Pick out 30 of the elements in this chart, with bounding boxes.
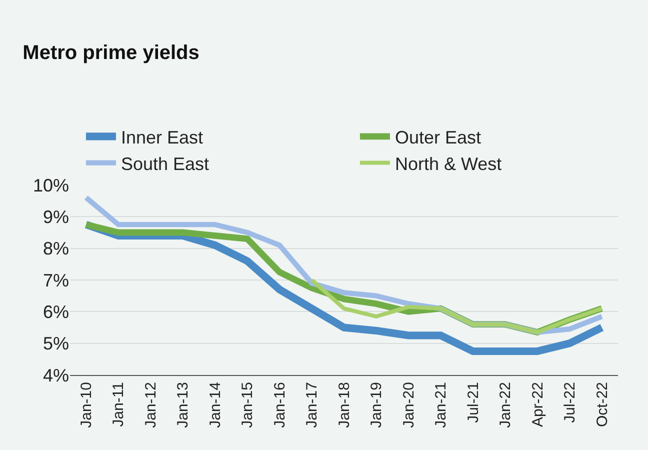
x-tick-label: Apr-22 <box>529 382 546 428</box>
y-tick-label: 9% <box>42 206 69 227</box>
x-tick-label: Jan-17 <box>304 382 321 428</box>
x-tick-label: Jan-10 <box>78 382 95 428</box>
x-tick-label: Jan-11 <box>110 382 128 427</box>
x-tick-label: Jan-19 <box>368 382 386 428</box>
y-tick-label: 5% <box>42 334 69 354</box>
chart-title: Metro prime yields <box>22 42 200 64</box>
x-tick-label: Jul-21 <box>464 382 482 423</box>
x-tick-label: Jan-18 <box>336 382 353 428</box>
y-tick-label: 4% <box>42 365 69 386</box>
x-tick-label: Jan-14 <box>206 382 224 428</box>
y-tick-label: 8% <box>42 238 69 259</box>
x-tick-label: Jan-12 <box>142 382 160 428</box>
x-tick-label: Jan-22 <box>497 382 514 428</box>
x-tick-label: Jan-16 <box>271 382 288 428</box>
y-tick-label: 6% <box>42 302 69 322</box>
legend-label: Inner East <box>120 127 204 148</box>
legend-label: South East <box>120 154 210 174</box>
x-tick-label: Oct-22 <box>594 382 611 428</box>
legend-label: Outer East <box>394 127 482 148</box>
y-tick-label: 10% <box>32 175 69 196</box>
y-tick-label: 7% <box>42 270 69 290</box>
line-series <box>310 278 604 334</box>
x-tick-label: Jan-13 <box>174 382 192 428</box>
x-tick-label: Jan-21 <box>432 382 450 428</box>
x-tick-label: Jul-22 <box>562 382 579 423</box>
legend-label: North & West <box>394 154 502 174</box>
x-tick-label: Jan-15 <box>239 382 256 428</box>
x-tick-label: Jan-20 <box>400 382 418 428</box>
